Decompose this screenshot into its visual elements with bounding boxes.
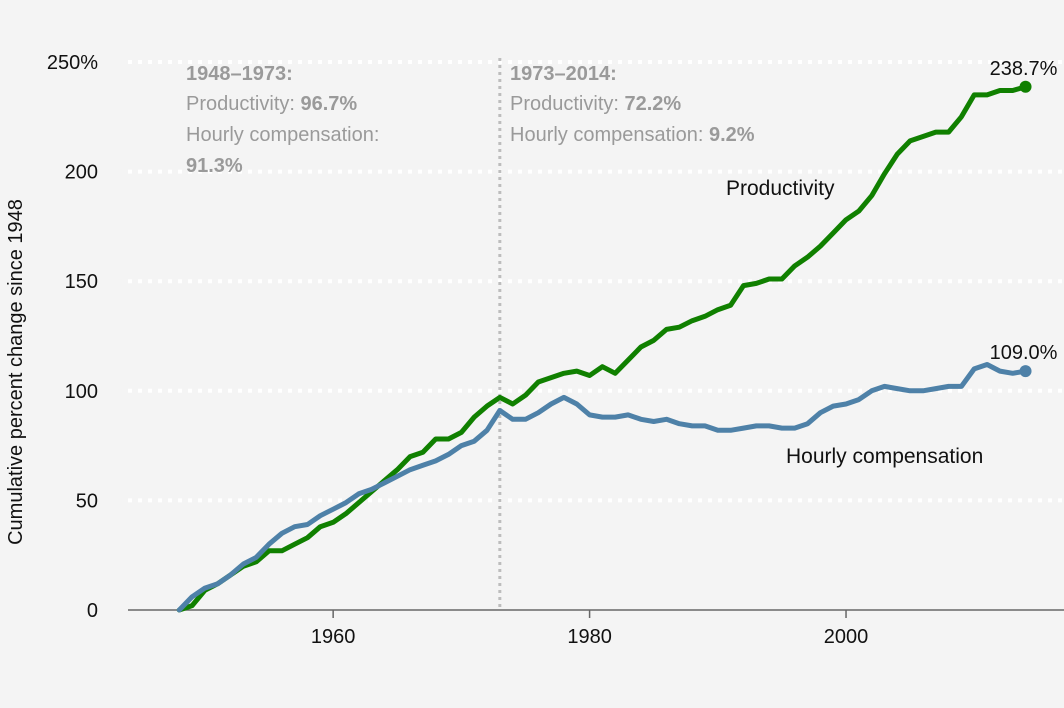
end-point-hourly-compensation <box>1019 365 1032 378</box>
x-tick-label-2000: 2000 <box>824 626 869 648</box>
y-axis-label: Cumulative percent change since 1948 <box>5 199 27 545</box>
annotation-1-line1-label: Productivity: <box>186 93 300 115</box>
y-tick-label-200: 200 <box>65 162 98 184</box>
x-axis-ticks: 1960 1980 2000 <box>311 610 868 648</box>
annotation-2-line1-value: 72.2% <box>624 93 681 115</box>
y-tick-label-150: 150 <box>65 271 98 293</box>
annotation-1973-2014: 1973–2014: Productivity: 72.2% Hourly co… <box>510 63 755 146</box>
y-tick-label-100: 100 <box>65 381 98 403</box>
series-line-productivity <box>176 84 1028 613</box>
annotation-2-line1-label: Productivity: <box>510 93 624 115</box>
series-line-hourly-compensation <box>176 362 1028 613</box>
y-tick-label-50: 50 <box>76 490 98 512</box>
annotation-2-line1: Productivity: 72.2% <box>510 93 681 115</box>
x-tick-label-1980: 1980 <box>567 626 612 648</box>
annotation-1-line1: Productivity: 96.7% <box>186 93 357 115</box>
end-label-productivity: 238.7% <box>990 58 1058 80</box>
end-label-hourly-compensation: 109.0% <box>990 342 1058 364</box>
x-tick-label-1960: 1960 <box>311 626 356 648</box>
annotation-2-line2: Hourly compensation: 9.2% <box>510 124 755 146</box>
annotation-2-line2-value: 9.2% <box>709 124 755 146</box>
annotation-1-title: 1948–1973: <box>186 63 293 85</box>
series-label-productivity: Productivity <box>726 177 835 200</box>
y-tick-label-250: 250% <box>47 52 98 74</box>
annotation-2-line2-label: Hourly compensation: <box>510 124 709 146</box>
y-tick-label-0: 0 <box>87 600 98 622</box>
annotation-1-line2-label: Hourly compensation: <box>186 124 379 146</box>
series-label-hourly-compensation: Hourly compensation <box>786 445 983 468</box>
annotation-1-line1-value: 96.7% <box>300 93 357 115</box>
annotation-2-title: 1973–2014: <box>510 63 617 85</box>
y-axis-ticks: 0 50 100 150 200 250% <box>47 52 98 622</box>
end-point-productivity <box>1019 80 1032 93</box>
annotation-1-line2-value: 91.3% <box>186 155 243 177</box>
annotation-1948-1973: 1948–1973: Productivity: 96.7% Hourly co… <box>186 63 379 177</box>
